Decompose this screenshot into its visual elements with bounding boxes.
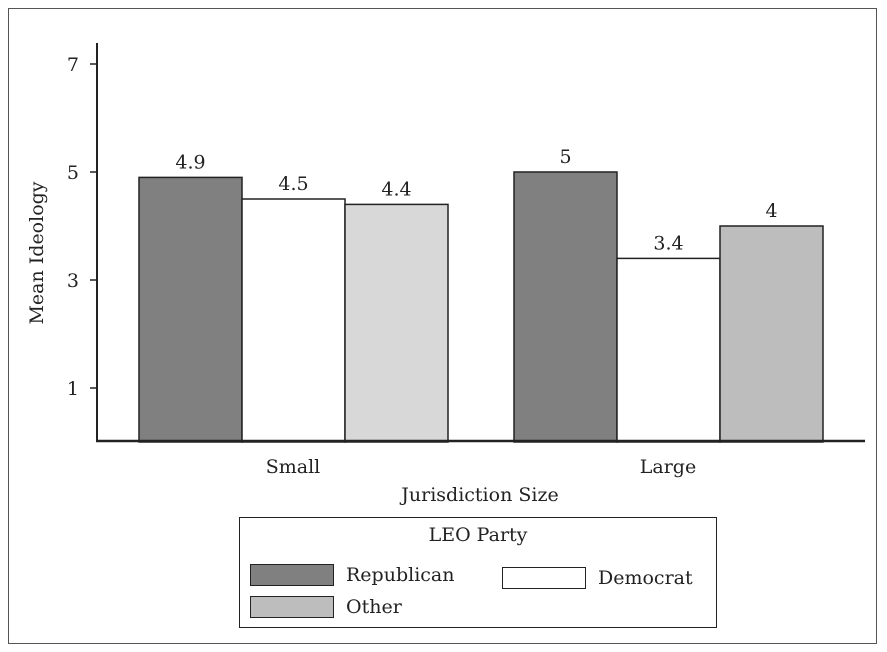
x-tick-label: Small <box>266 456 321 478</box>
legend-title: LEO Party <box>428 524 528 546</box>
legend-item-republican: Republican <box>250 564 454 586</box>
bar-large-republican <box>513 171 618 443</box>
value-label: 3.4 <box>653 232 683 254</box>
value-label: 5 <box>559 146 571 168</box>
bar-large-other <box>719 225 824 443</box>
value-labels: 4.9 4.5 4.4 5 3.4 4 <box>175 146 777 254</box>
y-tick-label: 3 <box>67 270 79 292</box>
value-label: 4.4 <box>381 178 411 200</box>
value-label: 4 <box>765 200 777 222</box>
legend-swatch-democrat <box>502 567 586 589</box>
legend-item-other: Other <box>250 596 402 618</box>
y-tick-label: 1 <box>67 378 79 400</box>
bar-large-democrat <box>616 257 721 443</box>
y-tick-label: 7 <box>67 54 79 76</box>
y-axis-ticks: 1 3 5 7 <box>67 54 97 400</box>
y-axis-title: Mean Ideology <box>26 181 48 324</box>
legend-label-democrat: Democrat <box>598 567 693 589</box>
legend-label-republican: Republican <box>346 564 455 586</box>
legend-swatch-republican <box>250 564 334 586</box>
value-label: 4.9 <box>175 151 205 173</box>
bars <box>138 171 824 443</box>
legend-label-other: Other <box>346 596 402 618</box>
bar-small-democrat <box>241 198 346 443</box>
legend-swatch-other <box>250 596 334 618</box>
bar-small-republican <box>138 176 243 443</box>
y-tick-label: 5 <box>67 162 79 184</box>
x-axis-title: Jurisdiction Size <box>399 484 558 506</box>
x-axis-ticks: Small Large <box>266 456 696 478</box>
legend: LEO Party Republican Democrat Other <box>239 517 717 628</box>
legend-item-democrat: Democrat <box>502 567 693 589</box>
value-label: 4.5 <box>278 173 308 195</box>
bar-small-other <box>344 203 449 443</box>
x-tick-label: Large <box>640 456 696 478</box>
